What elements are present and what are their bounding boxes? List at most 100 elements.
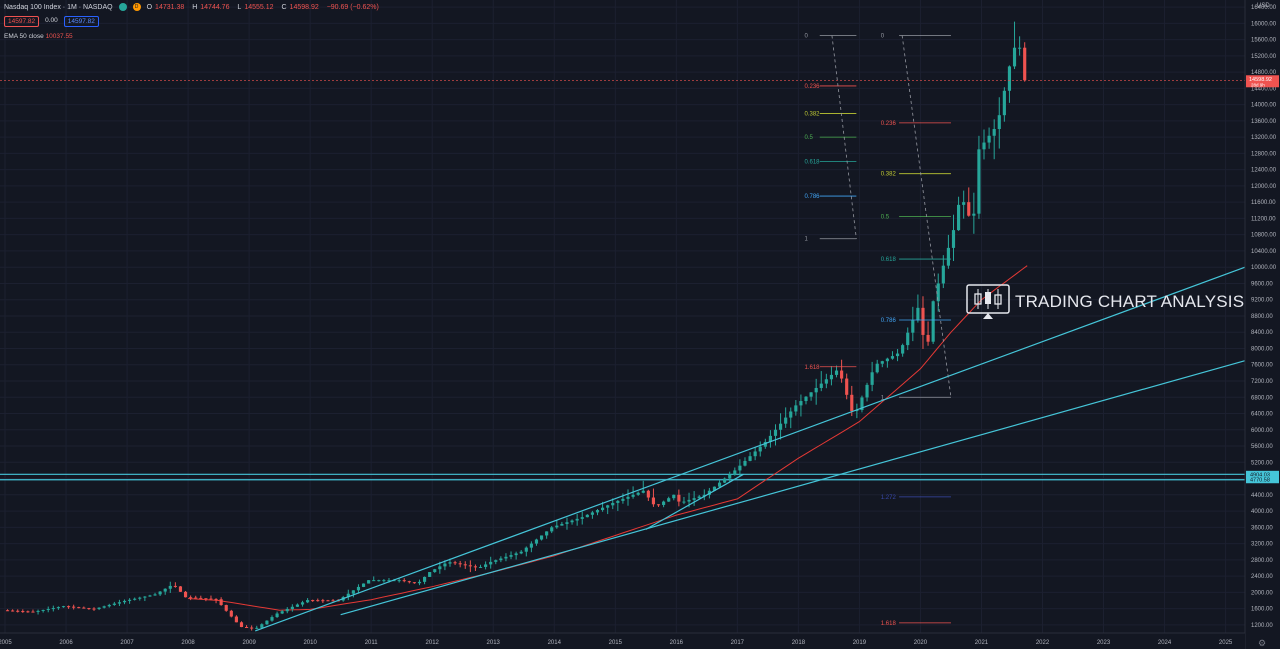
candle bbox=[51, 608, 55, 610]
price-tick-label: 3600.00 bbox=[1251, 525, 1273, 531]
fib-retracements[interactable]: 0 0.236 0.382 0.5 0.618 0.786 1 1.618 0 0.236 0.38… bbox=[804, 34, 952, 627]
trendline[interactable] bbox=[645, 473, 744, 530]
support-price-tag[interactable] bbox=[1246, 476, 1279, 484]
trendlines[interactable] bbox=[255, 266, 1246, 632]
candle bbox=[97, 607, 101, 610]
candle bbox=[250, 627, 254, 629]
candle bbox=[682, 501, 686, 503]
candle bbox=[977, 149, 981, 214]
year-tick-label: 2024 bbox=[1158, 640, 1172, 646]
candle bbox=[423, 576, 427, 582]
candle bbox=[911, 320, 915, 333]
candle bbox=[626, 496, 630, 499]
trendline[interactable] bbox=[340, 360, 1246, 616]
price-tick-label: 8400.00 bbox=[1251, 330, 1273, 336]
candle bbox=[387, 580, 391, 582]
candle bbox=[728, 474, 732, 479]
price-tick-label: 7200.00 bbox=[1251, 379, 1273, 385]
fib-label: 1 bbox=[881, 395, 885, 401]
candle bbox=[463, 564, 467, 566]
candle bbox=[239, 622, 244, 628]
candle bbox=[880, 361, 884, 364]
candle bbox=[82, 607, 86, 609]
candle bbox=[448, 562, 452, 564]
candle bbox=[112, 603, 116, 605]
candle bbox=[641, 490, 645, 493]
price-tick-label: 14400.00 bbox=[1251, 86, 1277, 92]
candle bbox=[768, 435, 772, 442]
year-tick-label: 2012 bbox=[426, 640, 440, 646]
candle bbox=[850, 394, 854, 412]
price-tick-label: 2000.00 bbox=[1251, 590, 1273, 596]
support-zone[interactable] bbox=[0, 473, 1245, 481]
candle bbox=[361, 583, 366, 587]
candles bbox=[5, 21, 1027, 631]
symbol-title[interactable]: Nasdaq 100 Index · 1M · NASDAQ bbox=[4, 3, 113, 11]
fib-label: 1.618 bbox=[804, 365, 820, 371]
sell-button[interactable]: 14597.82 bbox=[4, 16, 40, 27]
candle bbox=[275, 613, 279, 618]
candle bbox=[662, 501, 666, 505]
candle bbox=[209, 598, 213, 600]
candle bbox=[295, 604, 300, 607]
price-tick-label: 2400.00 bbox=[1251, 574, 1273, 580]
year-tick-label: 2021 bbox=[975, 640, 989, 646]
price-tick-label: 8000.00 bbox=[1251, 346, 1273, 352]
candle bbox=[478, 566, 483, 568]
candle bbox=[926, 334, 930, 342]
candle bbox=[285, 609, 289, 612]
candle bbox=[484, 564, 488, 567]
candle bbox=[504, 556, 508, 559]
candle bbox=[972, 213, 976, 216]
price-tick-label: 6800.00 bbox=[1251, 395, 1273, 401]
candle bbox=[56, 607, 60, 609]
candle bbox=[1012, 47, 1017, 67]
year-tick-label: 2009 bbox=[242, 640, 256, 646]
price-axis[interactable]: 1200.00 1600.00 2000.00 2400.00 2800.00 3200.… bbox=[1244, 0, 1280, 649]
candle bbox=[819, 383, 823, 388]
price-tick-label: 9200.00 bbox=[1251, 298, 1273, 304]
price-tick-label: 15200.00 bbox=[1251, 54, 1277, 60]
candle bbox=[367, 580, 371, 584]
price-axis-bg bbox=[1245, 0, 1280, 649]
ema-legend[interactable]: EMA 50 close 10037.55 bbox=[4, 33, 73, 40]
candle bbox=[509, 555, 513, 557]
candle bbox=[382, 580, 386, 582]
last-price-tag[interactable] bbox=[1246, 75, 1279, 88]
candle bbox=[428, 572, 432, 577]
candle bbox=[565, 522, 569, 524]
candle bbox=[717, 482, 722, 487]
fib-diagonal bbox=[831, 35, 857, 239]
candle bbox=[580, 517, 584, 519]
trendline[interactable] bbox=[255, 266, 1246, 632]
year-tick-label: 2025 bbox=[1219, 640, 1233, 646]
candle bbox=[916, 307, 920, 321]
buy-button[interactable]: 14597.82 bbox=[63, 16, 99, 27]
candle bbox=[702, 494, 706, 497]
time-axis[interactable]: 2005 2006 2007 2008 2009 2010 2011 2012 2013 2014… bbox=[0, 632, 1245, 649]
support-price-tag[interactable] bbox=[1246, 470, 1279, 478]
candle bbox=[26, 611, 30, 613]
candle bbox=[987, 135, 991, 143]
candle bbox=[351, 590, 355, 594]
settings-gear-icon[interactable]: ⚙ bbox=[1258, 638, 1267, 648]
candle bbox=[407, 581, 411, 583]
candle bbox=[326, 600, 330, 602]
price-tick-label: 3200.00 bbox=[1251, 542, 1273, 548]
candle bbox=[280, 611, 284, 614]
watermark-text: TRADING CHART ANALYSIS bbox=[1015, 292, 1245, 311]
candle bbox=[316, 600, 320, 602]
candle bbox=[36, 610, 40, 612]
price-tick-label: 14000.00 bbox=[1251, 103, 1277, 109]
price-tick-label: 12000.00 bbox=[1251, 184, 1277, 190]
currency-label[interactable]: USD bbox=[1257, 3, 1270, 9]
candle bbox=[631, 494, 635, 497]
candle bbox=[260, 624, 264, 628]
candle bbox=[397, 580, 401, 582]
candle bbox=[204, 598, 208, 600]
year-tick-label: 2020 bbox=[914, 640, 928, 646]
candle bbox=[687, 499, 691, 502]
candle bbox=[606, 505, 610, 508]
